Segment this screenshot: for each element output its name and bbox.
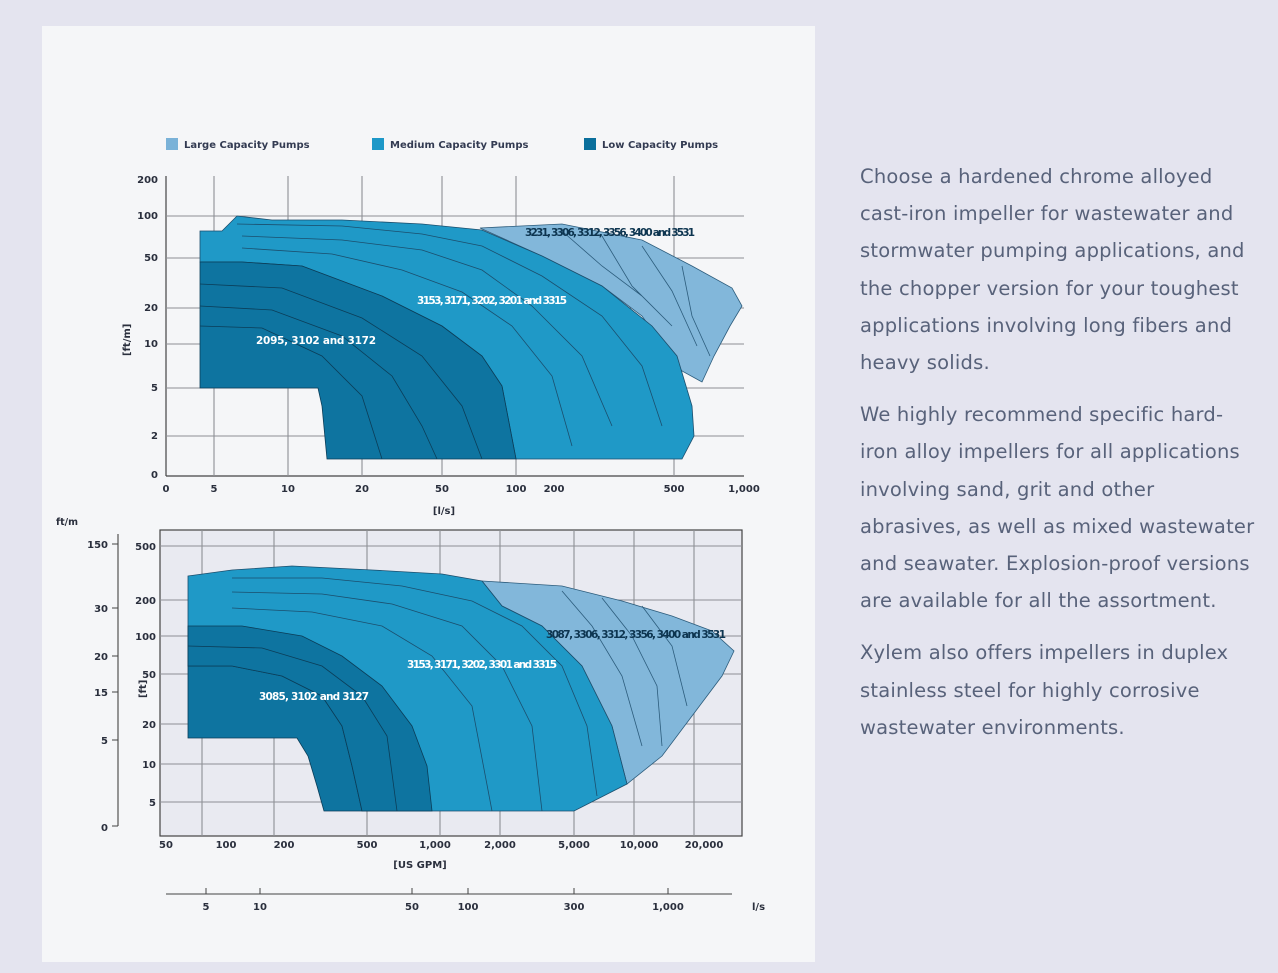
pump-performance-figure: Large Capacity Pumps Medium Capacity Pum…: [42, 26, 815, 962]
bottom-x-tick: 100: [216, 840, 237, 851]
bottom-x-tick: 200: [274, 840, 295, 851]
legend-swatch-large: [166, 138, 178, 150]
bottom-x-label: [US GPM]: [393, 860, 446, 871]
bottom-label-low: 3085, 3102 and 3127: [259, 691, 369, 703]
legend-label-large: Large Capacity Pumps: [184, 140, 310, 151]
top-x-tick: 10: [281, 484, 295, 495]
top-x-tick: 20: [355, 484, 369, 495]
bottom-label-medium: 3153, 3171, 3202, 3301 and 3315: [407, 659, 557, 671]
bottom-left-axis-label: ft/m: [56, 517, 78, 528]
top-y-tick: 20: [144, 303, 158, 314]
legend-label-medium: Medium Capacity Pumps: [390, 140, 528, 151]
top-region-labels: 3231, 3306, 3312, 3356, 3400 and 3531 31…: [256, 227, 695, 347]
top-x-label: [l/s]: [433, 506, 455, 517]
bottom-x-tick: 10,000: [620, 840, 659, 851]
top-label-large: 3231, 3306, 3312, 3356, 3400 and 3531: [525, 227, 695, 239]
left-axis-tick: 30: [94, 604, 108, 615]
left-axis-tick: 15: [94, 688, 108, 699]
bottom-y-tick: 50: [142, 670, 156, 681]
top-y-tick: 100: [137, 211, 158, 222]
top-y-tick: 200: [137, 175, 158, 186]
chart-top: 3231, 3306, 3312, 3356, 3400 and 3531 31…: [122, 175, 760, 517]
secondary-x-tick: 100: [458, 902, 479, 913]
bottom-y-tick: 20: [142, 720, 156, 731]
top-label-low: 2095, 3102 and 3172: [256, 335, 376, 347]
left-axis-tick: 0: [101, 823, 108, 834]
top-x-tick: 1,000: [728, 484, 760, 495]
bottom-x-tick: 2,000: [484, 840, 516, 851]
top-area-low: [199, 261, 517, 460]
top-y-tick: 0: [151, 470, 158, 481]
bottom-x-tick: 20,000: [685, 840, 724, 851]
left-axis-tick: 5: [101, 736, 108, 747]
top-y-tick: 2: [151, 431, 158, 442]
top-y-tick: 10: [144, 339, 158, 350]
paragraph-hard-iron: We highly recommend specific hard-iron a…: [860, 403, 1255, 613]
secondary-x-tick: 300: [564, 902, 585, 913]
bottom-left-axis-ticks: 150 30 20 15 5 0: [87, 540, 108, 834]
bottom-y-tick: 5: [149, 798, 156, 809]
paragraph-duplex-steel: Xylem also offers impellers in duplex st…: [860, 641, 1229, 739]
legend-label-low: Low Capacity Pumps: [602, 140, 718, 151]
bottom-x-tick: 5,000: [558, 840, 590, 851]
secondary-x-tick: 50: [405, 902, 419, 913]
paragraph-impeller-choice: Choose a hardened chrome alloyed cast-ir…: [860, 165, 1245, 375]
bottom-x-tick: 50: [159, 840, 173, 851]
top-x-ticks: 0 5 10 20 50 100 200 500 1,000: [163, 484, 760, 495]
top-x-tick: 50: [435, 484, 449, 495]
top-x-tick: 0: [163, 484, 170, 495]
bottom-y-tick: 500: [135, 542, 156, 553]
bottom-region-labels: 3087, 3306, 3312, 3356, 3400 and 3531 31…: [259, 629, 726, 703]
chart-bottom: ft/m 150 30 20 15 5 0: [56, 517, 765, 913]
legend: Large Capacity Pumps Medium Capacity Pum…: [166, 138, 718, 151]
pump-charts-svg: Large Capacity Pumps Medium Capacity Pum…: [56, 138, 765, 913]
description-text: Choose a hardened chrome alloyed cast-ir…: [860, 158, 1260, 761]
bottom-secondary-x-ticks: 5 10 50 100 300 1,000: [203, 902, 684, 913]
secondary-x-tick: 10: [253, 902, 267, 913]
top-y-tick: 5: [151, 383, 158, 394]
bottom-y-label: [ft]: [138, 680, 149, 698]
bottom-x-tick: 1,000: [419, 840, 451, 851]
top-x-tick: 100: [506, 484, 527, 495]
left-axis-tick: 150: [87, 540, 108, 551]
top-x-tick: 5: [211, 484, 218, 495]
top-y-ticks: 200 100 50 20 10 5 2 0: [137, 175, 158, 481]
secondary-x-tick: 1,000: [652, 902, 684, 913]
legend-swatch-low: [584, 138, 596, 150]
bottom-y-tick: 100: [135, 632, 156, 643]
bottom-label-large: 3087, 3306, 3312, 3356, 3400 and 3531: [546, 629, 726, 641]
legend-swatch-medium: [372, 138, 384, 150]
top-x-tick: 500: [664, 484, 685, 495]
bottom-y-ticks: 500 200 100 50 20 10 5: [135, 542, 156, 809]
bottom-y-tick: 200: [135, 596, 156, 607]
bottom-x-tick: 500: [357, 840, 378, 851]
bottom-x-ticks: 50 100 200 500 1,000 2,000 5,000 10,000 …: [159, 840, 723, 851]
secondary-x-tick: 5: [203, 902, 210, 913]
top-x-tick: 200: [544, 484, 565, 495]
bottom-secondary-x-label: l/s: [752, 902, 765, 913]
top-y-tick: 50: [144, 253, 158, 264]
top-label-medium: 3153, 3171, 3202, 3201 and 3315: [417, 295, 567, 307]
top-y-label: [ft/m]: [122, 324, 133, 356]
bottom-y-tick: 10: [142, 760, 156, 771]
left-axis-tick: 20: [94, 652, 108, 663]
